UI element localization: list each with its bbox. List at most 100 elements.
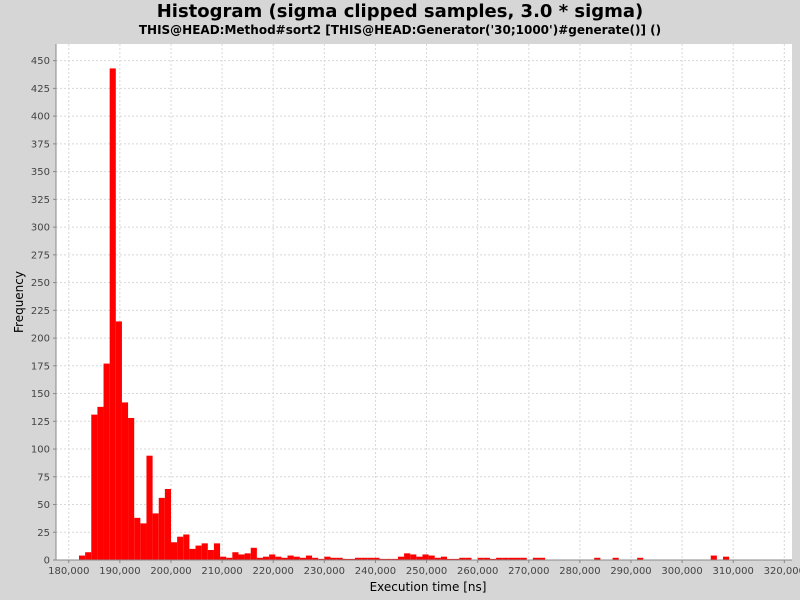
histogram-bar	[465, 557, 472, 560]
histogram-bar	[164, 488, 171, 560]
histogram-bar	[459, 557, 466, 560]
x-tick-label: 300,000	[661, 566, 702, 577]
histogram-bar	[287, 555, 294, 560]
histogram-bar	[710, 555, 717, 560]
histogram-bar	[183, 534, 190, 560]
histogram-bar	[489, 558, 497, 560]
histogram-bar	[146, 455, 153, 560]
histogram-bar	[434, 557, 441, 560]
y-tick-label: 250	[31, 278, 50, 289]
histogram-bar	[410, 554, 417, 560]
histogram-bar	[594, 557, 601, 560]
histogram-bar	[140, 523, 147, 560]
histogram-bar	[269, 554, 276, 560]
ticks-layer: 180,000 190,000 200,000 210,000 220,000 230,0…	[31, 56, 800, 577]
histogram-bar	[324, 556, 331, 560]
histogram-bar	[128, 417, 135, 560]
histogram-bar	[397, 556, 405, 560]
y-tick-label: 300	[31, 223, 50, 234]
histogram-bar	[404, 553, 411, 560]
histogram-bar	[152, 513, 159, 560]
histogram-bar	[330, 557, 337, 560]
histogram-bar	[539, 557, 546, 560]
histogram-bar	[177, 536, 184, 560]
histogram-bar	[391, 558, 398, 560]
histogram-bar	[336, 557, 343, 560]
histogram-bar	[220, 556, 227, 560]
y-tick-label: 25	[37, 528, 50, 539]
x-axis-label: Execution time [ns]	[370, 580, 487, 594]
histogram-bar	[532, 557, 539, 560]
histogram-bar	[201, 543, 208, 560]
histogram-bar	[256, 557, 263, 560]
histogram-bar	[281, 557, 288, 560]
x-tick-label: 200,000	[150, 566, 191, 577]
histogram-bar	[238, 554, 245, 560]
histogram-bar	[428, 555, 435, 560]
histogram-bar	[373, 557, 380, 560]
histogram-bar	[440, 556, 447, 560]
histogram-bar	[293, 556, 300, 560]
histogram-bar	[244, 553, 251, 560]
histogram-bar	[171, 542, 178, 560]
histogram-bar	[355, 557, 362, 560]
histogram-bar	[508, 557, 515, 560]
histogram-bar	[483, 557, 490, 560]
histogram-bar	[91, 414, 98, 560]
x-tick-label: 220,000	[253, 566, 294, 577]
x-tick-label: 210,000	[201, 566, 242, 577]
plot-area	[56, 44, 792, 560]
histogram-bar	[299, 557, 306, 560]
histogram-bar	[453, 558, 460, 560]
histogram-bar	[416, 556, 423, 560]
histogram-bar	[109, 68, 116, 560]
y-tick-label: 0	[44, 556, 50, 567]
y-tick-label: 100	[31, 445, 50, 456]
histogram-bar	[263, 556, 270, 560]
histogram-bar	[275, 556, 282, 560]
histogram-bar	[195, 545, 202, 560]
y-tick-label: 400	[31, 112, 50, 123]
histogram-bar	[348, 558, 355, 560]
histogram-bar	[502, 557, 509, 560]
histogram-bar	[312, 557, 319, 560]
histogram-bar	[134, 517, 141, 560]
histogram-bar	[422, 554, 429, 560]
histogram-bar	[305, 555, 313, 560]
x-tick-label: 310,000	[713, 566, 754, 577]
x-tick-label: 190,000	[99, 566, 140, 577]
histogram-bar	[226, 557, 233, 560]
y-tick-label: 375	[31, 139, 50, 150]
histogram-bar	[250, 547, 257, 560]
histogram-bar	[361, 557, 368, 560]
bars-layer	[79, 68, 730, 560]
histogram-bar	[514, 557, 521, 560]
histogram-bar	[79, 555, 86, 560]
y-tick-label: 50	[37, 500, 50, 511]
y-tick-label: 125	[31, 417, 50, 428]
histogram-bar	[612, 557, 619, 560]
histogram-bar	[103, 363, 110, 560]
histogram-bar	[318, 558, 325, 560]
histogram-bar	[342, 558, 349, 560]
y-tick-label: 275	[31, 250, 50, 261]
histogram-bar	[447, 558, 454, 560]
histogram-bar	[496, 557, 503, 560]
histogram-bar	[637, 557, 644, 560]
y-tick-label: 450	[31, 56, 50, 67]
histogram-bar	[213, 543, 221, 560]
x-tick-label: 180,000	[48, 566, 89, 577]
x-tick-label: 270,000	[508, 566, 549, 577]
x-tick-label: 230,000	[304, 566, 345, 577]
chart-title: Histogram (sigma clipped samples, 3.0 * …	[156, 1, 644, 22]
y-tick-label: 150	[31, 389, 50, 400]
x-tick-label: 250,000	[406, 566, 447, 577]
y-tick-label: 425	[31, 84, 50, 95]
y-tick-label: 175	[31, 361, 50, 372]
x-tick-label: 260,000	[457, 566, 498, 577]
x-tick-label: 280,000	[559, 566, 600, 577]
y-tick-label: 350	[31, 167, 50, 178]
histogram-bar	[189, 548, 196, 560]
histogram-bar	[385, 558, 392, 560]
